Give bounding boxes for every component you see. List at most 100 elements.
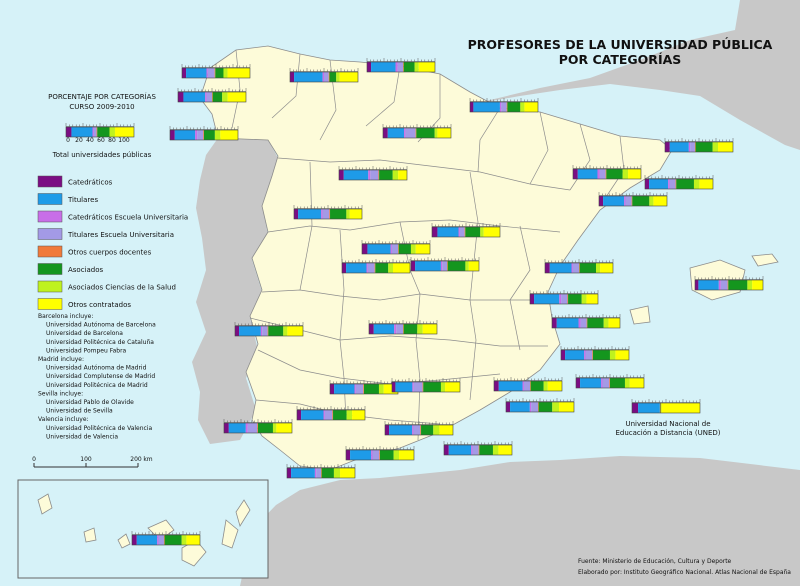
- bar-segment: [316, 468, 321, 478]
- bar-segment: [136, 535, 158, 545]
- bar-segment: [530, 381, 544, 391]
- bar-outline: [366, 61, 436, 73]
- bar-segment: [349, 209, 362, 219]
- bar-segment: [329, 209, 331, 219]
- bar-segment: [224, 423, 229, 433]
- legend-note: Universidad Politécnica de Madrid: [46, 382, 148, 389]
- bar-segment: [718, 280, 721, 290]
- legend-note: Universidad Pablo de Olavide: [46, 399, 134, 406]
- bar-segment: [629, 378, 644, 388]
- bar-segment: [506, 402, 511, 412]
- bar-segment: [268, 326, 284, 336]
- bar-segment: [390, 244, 392, 254]
- bar-outline: [572, 168, 642, 180]
- bar-segment: [378, 384, 384, 394]
- bar-segment: [276, 423, 292, 433]
- bar-outline: [65, 126, 135, 138]
- bar-segment: [529, 402, 532, 412]
- bar-segment: [675, 179, 677, 189]
- bar-segment: [693, 179, 700, 189]
- bar-segment: [459, 227, 465, 237]
- bar-outline: [286, 467, 356, 479]
- bar-segment: [632, 403, 639, 413]
- bar-segment: [403, 62, 404, 72]
- ibiza: [629, 305, 651, 325]
- bar-segment: [403, 324, 418, 334]
- bar-segment: [499, 102, 502, 112]
- bar-segment: [510, 402, 530, 412]
- bar-segment: [669, 179, 676, 189]
- university-bar: [177, 88, 247, 103]
- legend-notes: Barcelona incluye: Universidad Autónoma d…: [38, 313, 156, 440]
- bar-segment: [164, 535, 182, 545]
- source-line-1: Fuente: Ministerio de Educación, Cultura…: [578, 558, 732, 565]
- bar-segment: [301, 410, 324, 420]
- university-bar: [368, 320, 438, 335]
- bar-segment: [690, 142, 695, 152]
- bar-segment: [522, 381, 524, 391]
- bar-segment: [423, 382, 441, 392]
- bar-segment: [415, 261, 441, 271]
- legend-heading-line-2: CURSO 2009-2010: [69, 103, 134, 111]
- bar-outline: [391, 381, 461, 393]
- bar-segment: [398, 244, 399, 254]
- bar-segment: [447, 261, 466, 271]
- bar-outline: [544, 262, 614, 274]
- bar-outline: [368, 323, 438, 335]
- legend-swatch: [37, 193, 63, 205]
- bar-segment: [592, 350, 610, 360]
- bar-segment: [567, 294, 569, 304]
- bar-segment: [561, 350, 566, 360]
- bar-segment: [507, 102, 521, 112]
- bar-segment: [559, 402, 574, 412]
- legend-scale-tick: 60: [97, 137, 105, 144]
- bar-segment: [694, 142, 696, 152]
- bar-segment: [695, 142, 713, 152]
- bar-segment: [501, 102, 507, 112]
- bar-segment: [577, 169, 598, 179]
- bar-segment: [412, 425, 414, 435]
- bar-segment: [410, 244, 416, 254]
- bar-segment: [498, 381, 523, 391]
- bar-segment: [330, 384, 335, 394]
- legend-category-label: Catedráticos: [68, 179, 113, 187]
- bar-segment: [367, 62, 372, 72]
- bar-outline: [169, 129, 239, 141]
- scale-unit: km: [143, 456, 152, 463]
- bar-outline: [234, 325, 304, 337]
- university-bar: [694, 276, 764, 291]
- bar-segment: [572, 263, 579, 273]
- university-bar: [391, 378, 461, 393]
- bar-segment: [322, 72, 324, 82]
- bar-segment: [339, 170, 344, 180]
- bar-segment: [434, 128, 438, 138]
- bar-segment: [212, 92, 213, 102]
- bar-segment: [610, 378, 625, 388]
- legend-scale-ticks: 0 20 40 60 80 100: [66, 137, 130, 144]
- bar-outline: [551, 317, 621, 329]
- bar-segment: [665, 142, 670, 152]
- bar-segment: [96, 127, 98, 137]
- bar-segment: [418, 62, 435, 72]
- bar-segment: [668, 179, 670, 189]
- bar-segment: [332, 410, 334, 420]
- bar-segment: [534, 294, 560, 304]
- legend-note: Universidad de Valencia: [46, 433, 118, 440]
- bar-segment: [157, 535, 159, 545]
- bar-segment: [395, 62, 398, 72]
- bar-segment: [720, 280, 728, 290]
- bar-segment: [565, 350, 585, 360]
- bar-segment: [298, 209, 322, 219]
- bar-segment: [573, 169, 578, 179]
- bar-segment: [561, 294, 568, 304]
- legend-category-label: Asociados: [68, 266, 104, 274]
- legend-note: Universidad Politécnica de Cataluña: [46, 339, 154, 346]
- bar-segment: [163, 535, 165, 545]
- bar-segment: [669, 142, 689, 152]
- bar-outline: [223, 422, 293, 434]
- bar-segment: [287, 468, 292, 478]
- bar-segment: [227, 68, 250, 78]
- bar-segment: [394, 324, 397, 334]
- bar-outline: [345, 449, 415, 461]
